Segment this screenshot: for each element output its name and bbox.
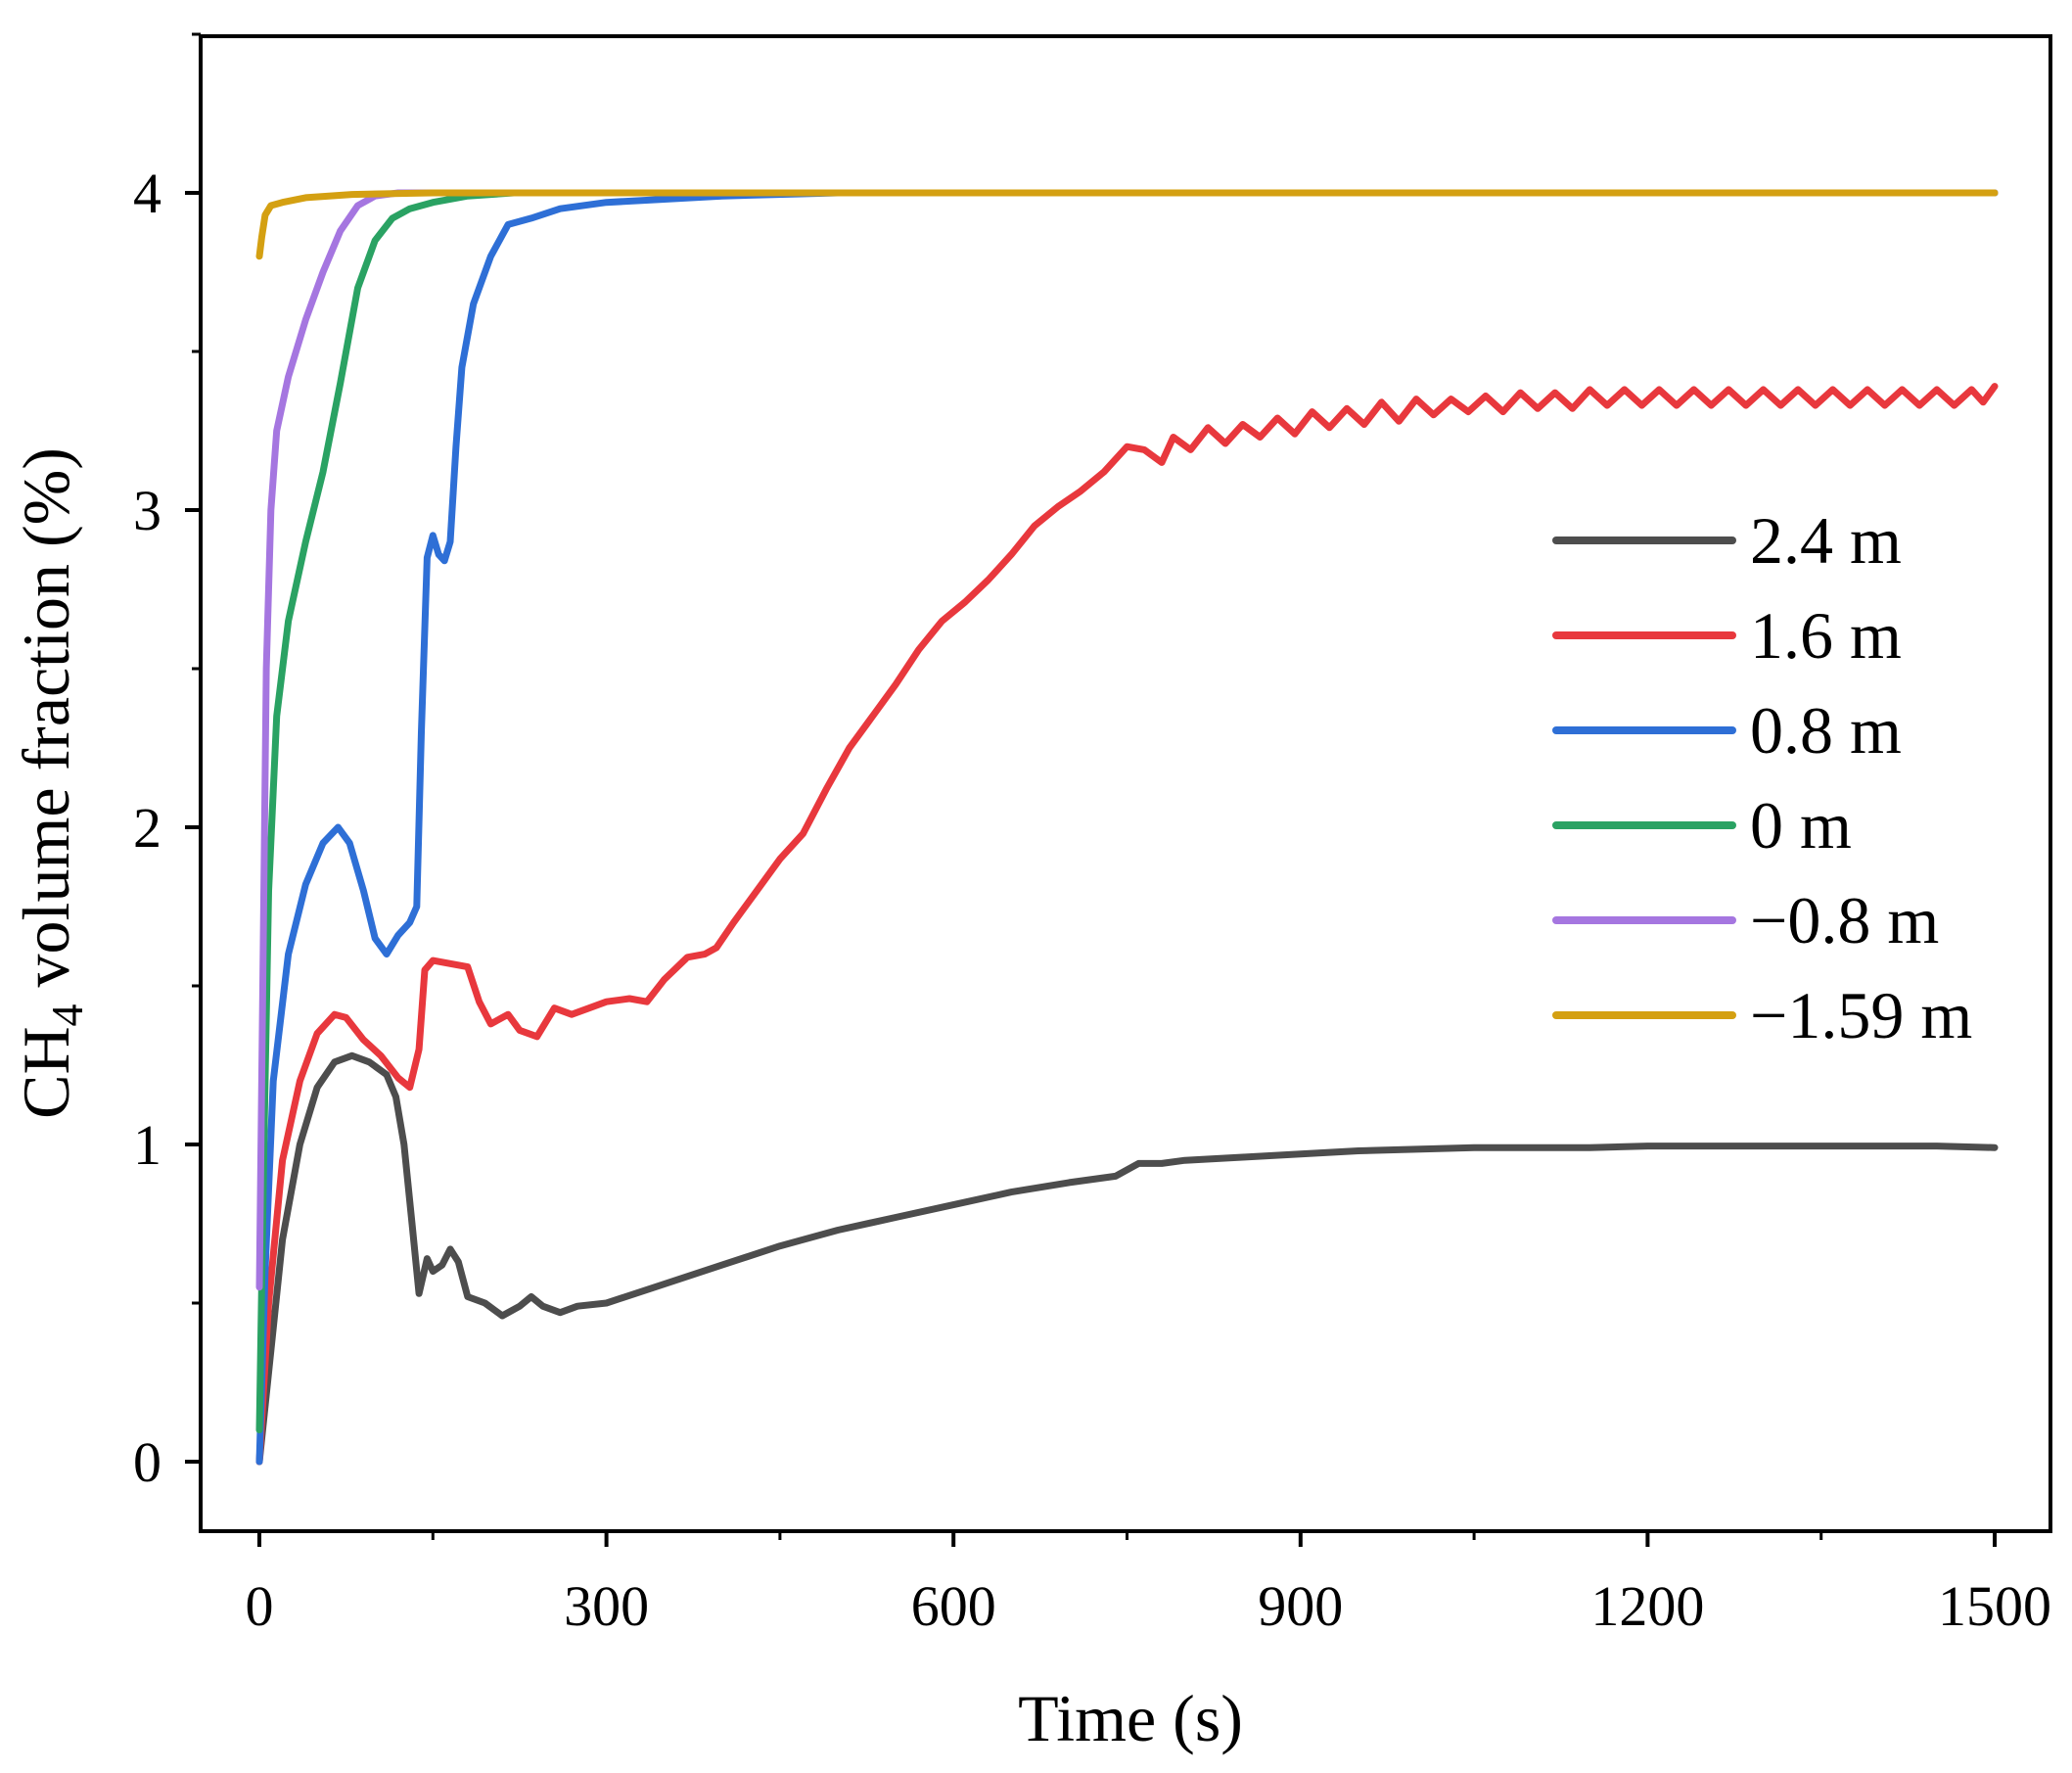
legend-label-2: 0.8 m (1750, 693, 1902, 768)
legend-label-0: 2.4 m (1750, 503, 1902, 578)
y-tick-label-3: 3 (133, 479, 161, 542)
series-line-2-4mm (255, 1051, 1999, 1466)
x-tick-label-300: 300 (564, 1574, 649, 1638)
x-tick-label-1200: 1200 (1590, 1574, 1704, 1638)
series-line-0-8mm (255, 189, 1999, 1291)
series-line-1-59mm (255, 189, 1999, 260)
y-axis-label-main: CH (9, 1026, 83, 1118)
x-tick-label-0: 0 (246, 1574, 274, 1638)
y-tick-label-4: 4 (133, 162, 161, 225)
y-tick-label-0: 0 (133, 1430, 161, 1494)
plot-frame (199, 34, 2052, 1533)
series-lines (255, 189, 1999, 1466)
y-axis-label-rest: volume fraction (%) (9, 447, 83, 1003)
y-axis-label: CH4 volume fraction (%) (9, 447, 92, 1119)
y-tick-label-2: 2 (133, 796, 161, 860)
x-tick-label-1500: 1500 (1938, 1574, 2051, 1638)
legend: 2.4 m 1.6 m 0.8 m 0 m −0.8 m −1.59 m (1552, 503, 1972, 1052)
legend-label-4: −0.8 m (1750, 883, 1939, 957)
y-tick-label-1: 1 (133, 1113, 161, 1177)
legend-label-5: −1.59 m (1750, 978, 1972, 1052)
x-axis-label: Time (s) (1018, 1681, 1243, 1755)
legend-label-1: 1.6 m (1750, 598, 1902, 673)
series-line-0mm (255, 189, 1999, 1434)
x-tick-label-900: 900 (1258, 1574, 1343, 1638)
axis-ticks: 0 300 600 900 1200 1500 0 1 2 3 4 (133, 32, 2051, 1638)
series-line-1-6mm (255, 383, 1999, 1466)
x-tick-label-600: 600 (911, 1574, 996, 1638)
legend-label-3: 0 m (1750, 788, 1852, 863)
y-axis-label-subscript: 4 (42, 1003, 92, 1026)
